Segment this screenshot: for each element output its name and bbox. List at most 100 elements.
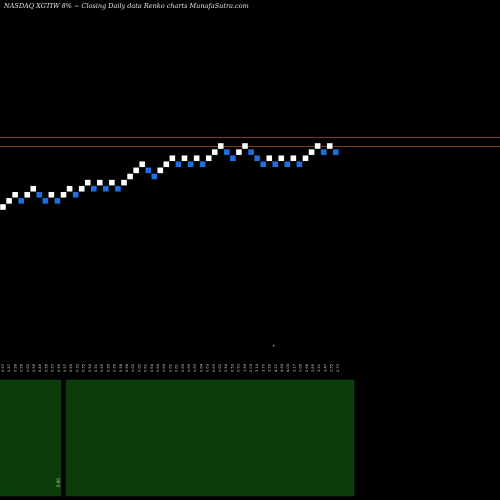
- renko-brick-down: [259, 161, 267, 168]
- renko-brick-up: [278, 154, 285, 162]
- x-tick-label: 3.51: [317, 364, 321, 372]
- renko-brick-down: [42, 197, 49, 205]
- renko-brick-up: [138, 161, 146, 168]
- renko-brick-down: [144, 167, 152, 174]
- x-tick-label: 3.14: [255, 363, 259, 372]
- renko-brick-up: [181, 154, 188, 162]
- x-tick-label: 0.63: [212, 364, 216, 372]
- renko-brick-down: [223, 148, 231, 156]
- x-tick-label: 0.55: [113, 364, 117, 372]
- renko-brick-up: [84, 179, 91, 186]
- renko-brick-up: [163, 161, 170, 168]
- x-tick-label: 0.62: [137, 364, 141, 372]
- x-tick-label: 3.47: [323, 364, 327, 372]
- x-tick-label: 2.09: [249, 363, 253, 372]
- renko-brick-down: [114, 185, 122, 192]
- x-tick-label: 0.55: [82, 364, 86, 372]
- renko-brick-down: [284, 161, 291, 168]
- x-tick-label: 0.56: [32, 363, 36, 372]
- renko-brick-up: [96, 179, 104, 186]
- x-tick-label: 0.62: [218, 364, 222, 372]
- renko-bricks: [0, 142, 339, 211]
- renko-brick-up: [235, 148, 243, 156]
- renko-brick-up: [0, 203, 7, 211]
- x-tick-label: 0.64: [199, 363, 203, 372]
- x-tick-label: 0.56: [106, 363, 110, 372]
- renko-brick-down: [320, 148, 327, 156]
- x-tick-label: 0.58: [119, 363, 123, 372]
- renko-brick-up: [5, 197, 13, 205]
- x-tick-label: 0.49: [38, 363, 42, 372]
- renko-brick-up: [24, 191, 31, 199]
- x-tick-label: 0.54: [88, 363, 92, 372]
- reference-lines: [0, 136, 500, 147]
- x-tick-label: 0.56: [57, 363, 61, 372]
- volume-panels: [0, 379, 355, 497]
- x-tick-label: 0.65: [187, 364, 191, 372]
- renko-brick-up: [217, 142, 225, 150]
- x-tick-label: 0.57: [7, 364, 11, 372]
- x-tick-label: 0.52: [75, 364, 79, 372]
- renko-brick-up: [60, 191, 67, 199]
- x-tick-label: 0.57: [51, 364, 55, 372]
- x-tick-label: 0.54: [224, 363, 228, 372]
- x-tick-label: 0.63: [193, 364, 197, 372]
- volume-label: 0.00: [56, 478, 61, 487]
- renko-brick-up: [11, 191, 19, 199]
- renko-brick-up: [126, 173, 134, 180]
- renko-brick-down: [72, 191, 79, 199]
- renko-brick-up: [132, 167, 140, 174]
- x-tick-label: 4.21: [274, 364, 278, 372]
- axis-marker: +: [272, 343, 275, 348]
- renko-brick-up: [30, 185, 37, 192]
- x-tick-label: 0.57: [63, 364, 67, 372]
- x-tick-label: 0.53: [237, 364, 241, 372]
- renko-brick-up: [326, 142, 333, 150]
- x-tick-label: 0.56: [13, 363, 17, 372]
- x-tick-label: 4.45: [280, 364, 284, 372]
- volume-panel-left: [0, 379, 62, 497]
- x-tick-label: 0.55: [69, 364, 73, 372]
- x-tick-label: 4.04: [286, 363, 290, 372]
- x-tick-label: 2.66: [305, 363, 309, 372]
- renko-brick-up: [314, 142, 321, 150]
- renko-brick-up: [241, 142, 249, 150]
- renko-brick-up: [205, 154, 212, 162]
- renko-brick-down: [36, 191, 43, 199]
- renko-brick-up: [78, 185, 85, 192]
- x-tick-label: 1.54: [243, 363, 247, 372]
- x-tick-label: 0.64: [162, 363, 166, 372]
- x-tick-label: 0.62: [168, 364, 172, 372]
- renko-brick-down: [272, 161, 279, 168]
- x-tick-label: 0.64: [150, 363, 154, 372]
- renko-brick-down: [54, 197, 61, 205]
- x-tick-label: 0.56: [44, 363, 48, 372]
- renko-brick-down: [90, 185, 97, 192]
- renko-brick-up: [120, 179, 128, 186]
- renko-brick-down: [332, 148, 339, 156]
- renko-brick-down: [199, 161, 206, 168]
- x-tick-label: 3.56: [268, 363, 272, 372]
- renko-brick-up: [211, 148, 218, 156]
- x-tick-label: 0.57: [1, 364, 5, 372]
- x-tick-label: 2.55: [330, 364, 334, 372]
- renko-brick-down: [296, 161, 303, 168]
- renko-brick-down: [187, 161, 194, 168]
- renko-brick-up: [157, 167, 164, 174]
- renko-brick-up: [108, 179, 116, 186]
- renko-brick-down: [229, 154, 237, 162]
- renko-brick-up: [290, 154, 297, 162]
- x-tick-label: 2.66: [299, 363, 303, 372]
- x-tick-label: 0.62: [131, 364, 135, 372]
- renko-brick-down: [102, 185, 110, 192]
- x-tick-label: 3.70: [261, 363, 265, 372]
- x-tick-label: 0.55: [100, 364, 104, 372]
- renko-brick-up: [193, 154, 200, 162]
- renko-brick-up: [169, 154, 176, 162]
- x-tick-label: 3.17: [292, 364, 296, 372]
- chart-title: NASDAQ XGTIW 8% ~ Closing Daily data Ren…: [3, 2, 249, 10]
- x-tick-label: 0.51: [94, 364, 98, 372]
- x-tick-label: 0.65: [181, 364, 185, 372]
- volume-panel-right: [65, 379, 355, 497]
